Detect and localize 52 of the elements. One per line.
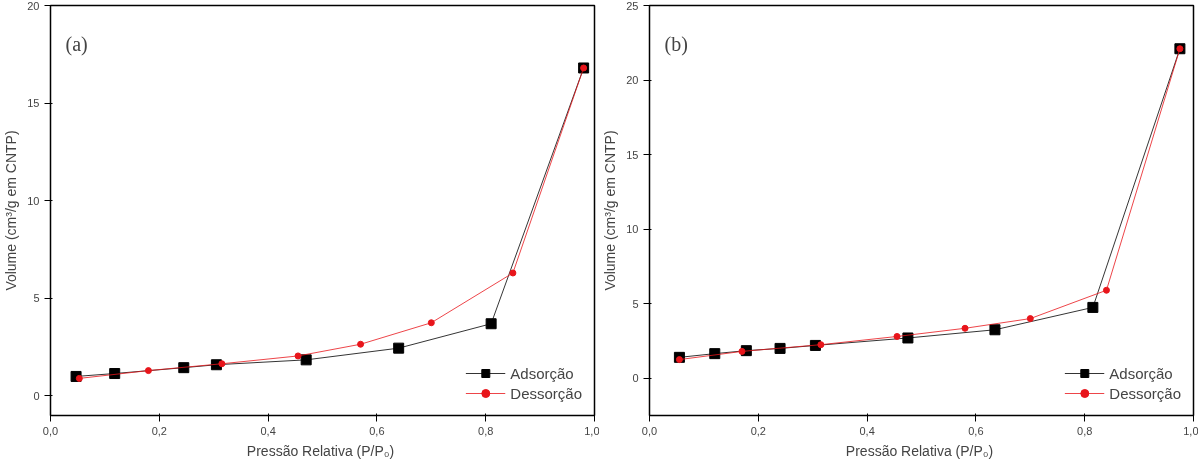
x-tick-label: 0,6 <box>369 424 385 437</box>
annotation: (b) <box>664 32 688 56</box>
x-tick-label: 0,4 <box>859 424 875 437</box>
legend-label: Adsorção <box>1109 364 1173 382</box>
point <box>989 324 1001 336</box>
point <box>509 269 517 277</box>
y-tick-label: 10 <box>27 194 40 207</box>
y-tick-label: 5 <box>632 297 639 310</box>
x-tick-label: 0,0 <box>42 424 59 437</box>
x-tick-label: 0,2 <box>750 424 766 437</box>
point <box>294 352 302 360</box>
point <box>738 347 746 355</box>
y-tick-label: 0 <box>632 372 639 385</box>
point <box>1102 286 1110 294</box>
y-axis-title: Volume (cm³/g em CNTP) <box>3 130 20 291</box>
x-tick-label: 0,0 <box>641 424 658 437</box>
point <box>1087 301 1099 313</box>
y-tick-label: 10 <box>626 223 639 236</box>
y-tick-label: 20 <box>27 0 40 12</box>
y-axis-title: Volume (cm³/g em CNTP) <box>602 130 619 291</box>
x-tick-label: 0,8 <box>478 424 494 437</box>
point <box>817 341 825 349</box>
y-tick-label: 20 <box>626 74 639 87</box>
point <box>393 342 405 354</box>
legend-label: Dessorção <box>1109 384 1181 402</box>
x-axis-title: Pressão Relativa (P/P₀) <box>845 442 994 459</box>
point <box>75 374 83 382</box>
point <box>357 340 365 348</box>
y-tick-label: 25 <box>626 0 639 12</box>
point <box>218 360 226 368</box>
x-tick-label: 0,2 <box>151 424 167 437</box>
annotation: (a) <box>65 32 88 56</box>
point <box>1026 315 1034 323</box>
x-tick-label: 0,6 <box>968 424 984 437</box>
y-tick-label: 0 <box>33 389 40 402</box>
x-tick-label: 0,4 <box>260 424 276 437</box>
point <box>427 319 435 327</box>
x-tick-label: 0,8 <box>1077 424 1093 437</box>
point <box>675 356 683 364</box>
legend-label: Adsorção <box>510 364 574 382</box>
point <box>893 332 901 340</box>
point <box>961 324 969 332</box>
y-tick-label: 15 <box>27 97 40 110</box>
point <box>144 367 152 375</box>
point <box>485 318 497 330</box>
y-tick-label: 5 <box>33 292 40 305</box>
x-tick-label: 1,0 <box>584 424 600 437</box>
legend-label: Dessorção <box>510 384 582 402</box>
x-axis-title: Pressão Relativa (P/P₀) <box>246 442 395 459</box>
x-tick-label: 1,0 <box>1183 424 1199 437</box>
point <box>300 354 312 366</box>
y-tick-label: 15 <box>626 148 639 161</box>
